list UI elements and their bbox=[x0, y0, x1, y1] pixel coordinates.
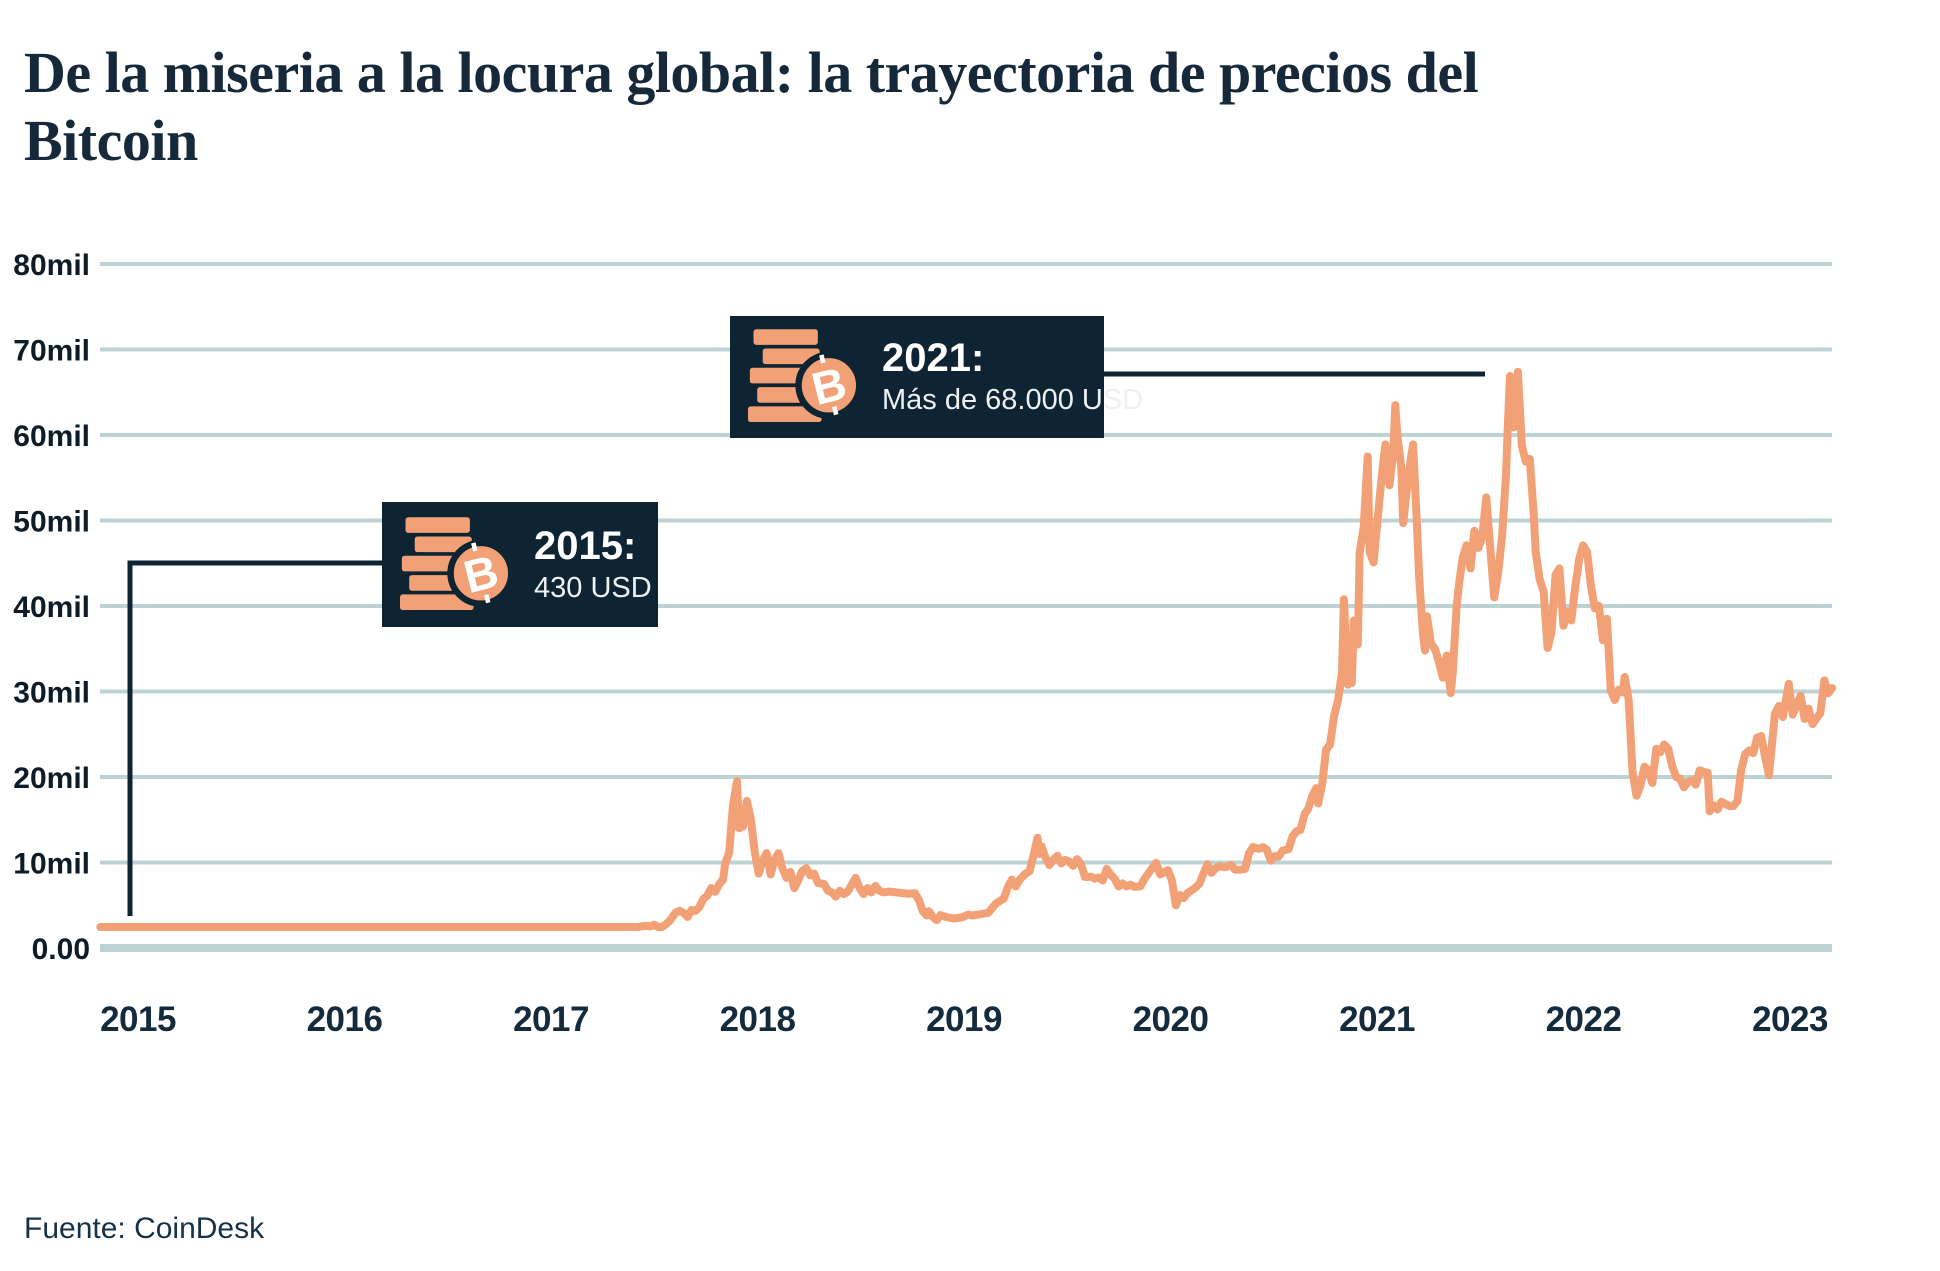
x-tick-label: 2018 bbox=[720, 1000, 796, 1039]
y-tick-label: 40mil bbox=[13, 591, 90, 624]
y-tick-label: 30mil bbox=[13, 677, 90, 710]
annotation-2015-value: 430 USD bbox=[534, 571, 652, 604]
x-tick-label: 2020 bbox=[1133, 1000, 1209, 1039]
bitcoin-coins-icon: B bbox=[400, 516, 514, 610]
y-tick-label: 70mil bbox=[13, 335, 90, 368]
annotation-2021-year: 2021: bbox=[882, 336, 985, 380]
annotation-2015-text: 2015: 430 USD bbox=[534, 525, 652, 605]
bitcoin-price-line bbox=[96, 367, 1837, 931]
y-tick-label: 10mil bbox=[13, 848, 90, 881]
bitcoin-coin-circle bbox=[795, 351, 862, 419]
y-tick-label: 80mil bbox=[13, 249, 90, 282]
source-note: Fuente: CoinDesk bbox=[24, 1212, 265, 1245]
bitcoin-coins-icon: B bbox=[748, 329, 862, 423]
y-tick-label: 0.00 bbox=[32, 933, 90, 966]
y-tick-label: 60mil bbox=[13, 420, 90, 453]
x-tick-label: 2023 bbox=[1752, 1000, 1828, 1039]
page-title: De la miseria a la locura global: la tra… bbox=[24, 39, 1479, 174]
x-tick-label: 2019 bbox=[926, 1000, 1002, 1039]
x-tick-label: 2017 bbox=[513, 1000, 589, 1039]
annotation-2015-connector bbox=[127, 560, 382, 916]
annotation-2021-value: Más de 68.000 USD bbox=[882, 384, 1144, 416]
x-tick-label: 2021 bbox=[1339, 1000, 1415, 1039]
y-tick-label: 20mil bbox=[13, 762, 90, 795]
annotation-2021-callout: B 2021: Más de 68.000 USD bbox=[730, 316, 1143, 438]
annotation-2015-year: 2015: bbox=[534, 523, 637, 568]
x-tick-label: 2016 bbox=[307, 1000, 383, 1039]
bitcoin-coin-circle bbox=[447, 539, 514, 607]
annotation-2021-text: 2021: Más de 68.000 USD bbox=[882, 337, 1143, 417]
y-tick-label: 50mil bbox=[13, 506, 90, 539]
x-tick-label: 2015 bbox=[100, 1000, 176, 1039]
x-tick-label: 2022 bbox=[1546, 1000, 1622, 1039]
annotation-2015-callout: B 2015: 430 USD bbox=[382, 502, 658, 627]
